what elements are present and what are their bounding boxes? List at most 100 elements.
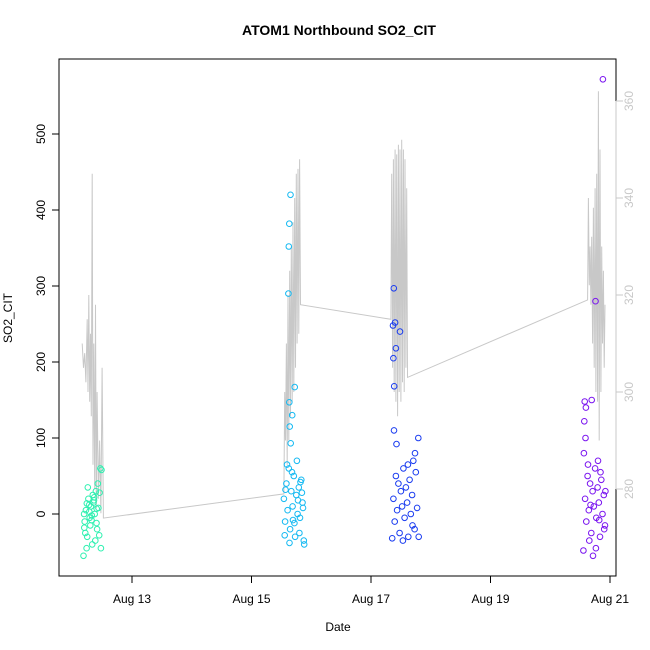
scatter-point bbox=[296, 514, 304, 522]
scatter-point bbox=[588, 529, 595, 537]
scatter-point bbox=[409, 522, 416, 529]
scatter-point bbox=[589, 487, 596, 495]
scatter-point bbox=[286, 423, 294, 430]
scatter-point bbox=[588, 396, 596, 404]
scatter-point bbox=[93, 505, 100, 513]
scatter-point bbox=[587, 501, 594, 509]
scatter-point bbox=[288, 468, 296, 476]
scatter-point bbox=[598, 476, 605, 484]
scatter-point bbox=[96, 489, 103, 497]
x-tick-label: Aug 13 bbox=[113, 592, 151, 606]
scatter-point bbox=[411, 449, 419, 457]
scatter-point bbox=[582, 404, 590, 411]
scatter-point bbox=[298, 489, 306, 497]
y2-tick-label: 340 bbox=[622, 188, 636, 208]
scatter-point bbox=[404, 461, 412, 468]
y2-tick-label: 360 bbox=[622, 91, 636, 111]
scatter-point bbox=[83, 544, 90, 552]
scatter-point bbox=[405, 533, 412, 541]
scatter-point bbox=[82, 506, 90, 514]
scatter-point bbox=[397, 487, 405, 495]
scatter-point bbox=[93, 519, 100, 527]
scatter-point bbox=[413, 504, 421, 512]
scatter-point bbox=[295, 484, 303, 491]
x-tick-label: Aug 19 bbox=[471, 592, 509, 606]
scatter-point bbox=[285, 465, 293, 472]
plot-frame bbox=[58, 58, 617, 577]
scatter-point bbox=[599, 76, 607, 83]
scatter-point bbox=[392, 472, 400, 480]
x-axis-label: Date bbox=[325, 620, 351, 634]
scatter-point bbox=[600, 525, 608, 533]
scatter-point bbox=[581, 418, 588, 425]
scatter-point bbox=[290, 472, 298, 480]
scatter-point bbox=[392, 345, 400, 352]
scatter-point bbox=[80, 510, 88, 518]
scatter-point bbox=[88, 541, 96, 548]
scatter-point bbox=[601, 522, 609, 529]
scatter-point bbox=[93, 525, 101, 533]
scatter-point bbox=[388, 535, 396, 542]
scatter-point bbox=[81, 518, 88, 525]
y2-tick-label: 300 bbox=[622, 382, 636, 402]
scatter-point bbox=[580, 449, 588, 457]
scatter-point bbox=[595, 499, 603, 506]
scatter-point bbox=[412, 468, 420, 476]
scatter-point bbox=[294, 497, 302, 504]
scatter-point bbox=[286, 220, 293, 227]
scatter-point bbox=[584, 461, 592, 468]
scatter-point bbox=[596, 533, 604, 541]
scatter-point bbox=[90, 494, 98, 501]
y-tick-label: 500 bbox=[34, 124, 48, 144]
scatter-point bbox=[283, 480, 290, 487]
scatter-point bbox=[282, 486, 289, 494]
scatter-point bbox=[98, 466, 105, 474]
y-tick-label: 0 bbox=[34, 510, 48, 517]
scatter-point bbox=[83, 533, 91, 541]
scatter-point bbox=[291, 383, 299, 391]
y2-tick-label: 320 bbox=[622, 285, 636, 305]
scatter-point bbox=[408, 491, 416, 499]
scatter-point bbox=[406, 476, 413, 484]
scatter-point bbox=[400, 465, 407, 472]
scatter-point bbox=[293, 457, 301, 465]
scatter-point bbox=[300, 541, 308, 548]
scatter-point bbox=[581, 398, 589, 405]
y-tick-label: 200 bbox=[34, 352, 48, 372]
scatter-point bbox=[591, 465, 599, 472]
scatter-point bbox=[88, 512, 96, 519]
plot-area bbox=[80, 76, 609, 560]
scatter-point bbox=[597, 468, 604, 476]
x-tick-label: Aug 21 bbox=[591, 592, 629, 606]
y-tick-label: 400 bbox=[34, 200, 48, 220]
scatter-point bbox=[87, 522, 94, 529]
scatter-point bbox=[398, 503, 406, 510]
scatter-point bbox=[296, 529, 303, 537]
scatter-point bbox=[411, 525, 418, 533]
scatter-point bbox=[281, 532, 289, 539]
scatter-point bbox=[402, 484, 410, 491]
scatter-point bbox=[602, 487, 609, 495]
scatter-point bbox=[300, 537, 308, 544]
scatter-point bbox=[288, 411, 296, 419]
scatter-point bbox=[589, 552, 597, 560]
scatter-point bbox=[393, 506, 401, 514]
scatter-point bbox=[291, 533, 299, 541]
scatter-point bbox=[585, 506, 593, 514]
scatter-point bbox=[391, 319, 399, 326]
scatter-point bbox=[584, 472, 591, 480]
scatter-point bbox=[600, 491, 608, 499]
scatter-point bbox=[410, 457, 417, 465]
right-axis-line-series bbox=[81, 91, 606, 519]
scatter-point bbox=[592, 544, 600, 552]
scatter-point bbox=[403, 499, 411, 506]
scatter-point bbox=[291, 519, 298, 527]
scatter-point bbox=[401, 514, 408, 522]
scatter-point bbox=[395, 480, 402, 487]
scatter-point bbox=[390, 285, 398, 292]
scatter-point bbox=[289, 516, 297, 524]
chart-title: ATOM1 Northbound SO2_CIT bbox=[242, 22, 436, 38]
scatter-point bbox=[594, 484, 601, 491]
scatter-point bbox=[293, 491, 300, 499]
